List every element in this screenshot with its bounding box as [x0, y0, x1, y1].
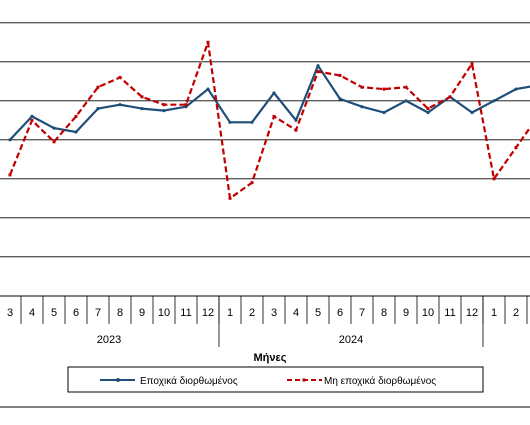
data-point	[360, 105, 364, 109]
data-point	[206, 87, 210, 91]
data-point	[30, 114, 34, 118]
data-point	[30, 118, 34, 122]
data-point	[294, 118, 298, 122]
data-point	[492, 99, 496, 103]
data-point	[184, 103, 188, 107]
data-point	[74, 114, 78, 118]
data-point	[470, 62, 474, 66]
data-point	[272, 91, 276, 95]
data-point	[74, 130, 78, 134]
x-tick-label: 12	[202, 307, 214, 319]
data-point	[8, 138, 12, 142]
year-label: 2023	[97, 334, 121, 346]
data-point	[316, 64, 320, 68]
legend-box	[67, 366, 484, 393]
x-tick-label: 10	[158, 307, 170, 319]
data-point	[250, 120, 254, 124]
x-tick-label: 12	[466, 307, 478, 319]
x-tick-label: 11	[444, 307, 455, 319]
data-point	[140, 95, 144, 99]
legend-label-not-seasonally-adjusted: Μη εποχικά διορθωμένος	[324, 375, 436, 387]
year-label: 2024	[339, 334, 363, 346]
x-tick-label: 2	[513, 307, 519, 319]
series-line	[9, 64, 530, 141]
legend-item-not-seasonally-adjusted: Μη εποχικά διορθωμένος	[287, 375, 436, 387]
data-point	[162, 103, 166, 107]
data-point	[404, 99, 408, 103]
data-point	[294, 128, 298, 132]
data-point	[228, 196, 232, 200]
data-point	[162, 109, 166, 113]
x-tick-label: 6	[337, 307, 343, 319]
data-point	[470, 110, 474, 115]
x-tick-label: 8	[117, 307, 123, 319]
x-tick-label: 9	[403, 307, 409, 319]
series-layer	[8, 40, 530, 200]
data-point	[360, 85, 364, 89]
x-tick-label: 5	[315, 307, 321, 319]
legend-marker-seasonally-adjusted	[116, 378, 120, 382]
series-not-seasonally-adjusted	[8, 40, 530, 200]
data-point	[52, 140, 56, 144]
data-point	[514, 146, 518, 150]
data-point	[448, 95, 452, 99]
data-point	[492, 177, 496, 181]
x-tick-label: 4	[29, 307, 35, 319]
data-point	[228, 120, 232, 124]
legend-label-seasonally-adjusted: Εποχικά διορθωμένος	[140, 375, 238, 387]
gridlines	[0, 22, 530, 258]
x-tick-label: 9	[139, 307, 145, 319]
data-point	[96, 85, 100, 89]
x-tick-label: 6	[73, 307, 79, 319]
data-point	[118, 75, 122, 79]
x-tick-label: 7	[359, 307, 365, 319]
x-tick-label: 1	[227, 307, 233, 319]
data-point	[206, 40, 210, 44]
data-point	[382, 87, 386, 91]
x-axis-title: Μήνες	[254, 352, 287, 364]
data-point	[96, 107, 100, 111]
data-point	[140, 107, 144, 111]
x-tick-label: 3	[7, 307, 13, 319]
data-point	[316, 70, 320, 74]
legend-marker-not-seasonally-adjusted	[302, 378, 306, 382]
data-point	[250, 181, 254, 185]
x-tick-label: 1	[491, 307, 497, 319]
data-point	[8, 173, 12, 177]
x-tick-label: 10	[422, 307, 434, 319]
x-tick-label: 11	[180, 307, 191, 319]
data-point	[272, 114, 276, 118]
data-point	[52, 126, 56, 130]
data-point	[426, 110, 430, 115]
data-point	[118, 103, 122, 107]
legend-item-seasonally-adjusted: Εποχικά διορθωμένος	[100, 375, 238, 387]
x-tick-label: 8	[381, 307, 387, 319]
data-point	[404, 85, 408, 89]
data-point	[382, 110, 386, 115]
legend: Εποχικά διορθωμένος Μη εποχικά διορθωμέν…	[67, 366, 484, 393]
data-point	[426, 107, 430, 111]
data-point	[338, 97, 342, 101]
x-axis: 3456789101112123456789101112123202320242	[0, 295, 530, 408]
x-tick-label: 3	[271, 307, 277, 319]
x-tick-label: 2	[249, 307, 255, 319]
x-tick-label: 5	[51, 307, 57, 319]
x-tick-label: 7	[95, 307, 101, 319]
data-point	[514, 87, 518, 91]
data-point	[338, 73, 342, 77]
x-tick-label: 4	[293, 307, 299, 319]
